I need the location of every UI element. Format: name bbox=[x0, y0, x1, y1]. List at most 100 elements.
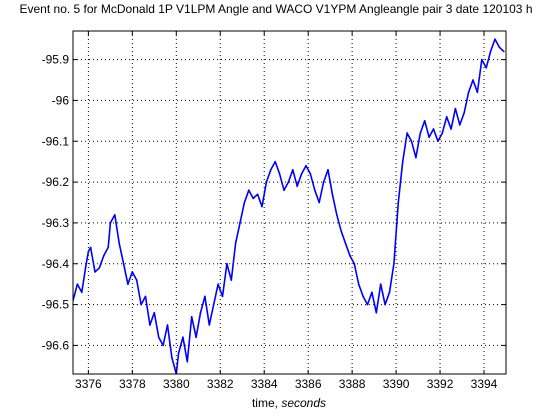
data-point bbox=[109, 222, 112, 224]
data-point bbox=[415, 156, 417, 159]
data-point bbox=[287, 181, 290, 183]
data-point bbox=[340, 230, 343, 232]
data-point bbox=[118, 242, 120, 245]
data-point bbox=[199, 311, 202, 314]
data-point bbox=[131, 271, 134, 273]
data-point bbox=[489, 50, 492, 53]
grid-lines bbox=[73, 31, 506, 374]
data-point bbox=[270, 169, 272, 171]
x-tick-label: 3392 bbox=[427, 377, 454, 391]
data-point bbox=[336, 214, 338, 216]
data-point bbox=[410, 140, 413, 142]
data-point bbox=[127, 283, 129, 286]
data-point bbox=[208, 324, 211, 326]
data-point bbox=[432, 128, 435, 130]
data-point bbox=[314, 189, 316, 191]
data-point bbox=[494, 38, 496, 40]
data-point bbox=[344, 242, 347, 245]
data-point bbox=[234, 242, 237, 245]
data-point bbox=[423, 120, 426, 122]
plot-frame bbox=[72, 30, 507, 375]
data-point bbox=[256, 193, 259, 196]
chart-title: Event no. 5 for McDonald 1P V1LPM Angle … bbox=[20, 2, 533, 16]
data-point bbox=[226, 263, 228, 265]
data-series bbox=[73, 38, 505, 374]
data-point bbox=[221, 295, 224, 298]
data-point bbox=[186, 360, 189, 363]
plot-area bbox=[73, 31, 506, 374]
data-point bbox=[357, 283, 360, 286]
data-point bbox=[230, 279, 233, 281]
data-point bbox=[379, 283, 382, 286]
data-point bbox=[459, 124, 461, 126]
data-point bbox=[87, 250, 90, 253]
data-point bbox=[331, 193, 334, 196]
x-tick-label: 3388 bbox=[339, 377, 366, 391]
data-point bbox=[114, 214, 116, 216]
x-tick-label: 3390 bbox=[383, 377, 410, 391]
data-point bbox=[182, 336, 184, 339]
x-tick-label: 3380 bbox=[163, 377, 190, 391]
data-point bbox=[397, 201, 400, 204]
x-tick-labels: 3376 3378 3380 3382 3384 3386 3388 3390 3392 3394 bbox=[75, 377, 498, 391]
data-point bbox=[204, 295, 206, 298]
data-point bbox=[467, 91, 470, 94]
x-axis-label-unit: seconds bbox=[281, 396, 326, 410]
y-tick-labels: -95.9 -96 -96.1 -96.2 -96.3 -96.4 -96.5 -96.6 bbox=[42, 53, 70, 353]
data-point bbox=[122, 263, 125, 265]
data-point bbox=[243, 201, 246, 204]
y-tick-label: -96.4 bbox=[42, 257, 70, 271]
data-point bbox=[171, 356, 173, 359]
data-point bbox=[94, 271, 96, 273]
data-point bbox=[353, 263, 356, 265]
data-point bbox=[252, 197, 254, 200]
y-tick-label: -95.9 bbox=[42, 53, 70, 67]
y-tick-label: -96.6 bbox=[42, 338, 70, 352]
data-point bbox=[149, 324, 151, 326]
data-point bbox=[503, 50, 505, 53]
data-point bbox=[300, 173, 303, 175]
data-point bbox=[454, 107, 457, 110]
data-point bbox=[393, 263, 395, 265]
x-tick-label: 3386 bbox=[295, 377, 322, 391]
data-point bbox=[89, 246, 92, 249]
data-point bbox=[384, 303, 386, 306]
data-point bbox=[98, 267, 101, 269]
data-point bbox=[195, 336, 197, 339]
x-tick-label: 3384 bbox=[251, 377, 278, 391]
x-axis-label: time, seconds bbox=[252, 396, 326, 410]
x-tick-label: 3382 bbox=[207, 377, 234, 391]
data-point bbox=[190, 316, 193, 318]
data-point bbox=[366, 303, 369, 306]
y-tick-label: -96 bbox=[52, 93, 70, 107]
data-point bbox=[371, 291, 373, 294]
x-tick-label: 3394 bbox=[471, 377, 498, 391]
data-point bbox=[81, 291, 83, 294]
data-point bbox=[248, 189, 250, 191]
x-tick-label: 3376 bbox=[75, 377, 102, 391]
data-point bbox=[498, 46, 501, 49]
data-point bbox=[144, 295, 147, 298]
data-point bbox=[463, 111, 466, 114]
data-point bbox=[261, 205, 263, 208]
data-point bbox=[265, 181, 268, 183]
data-point bbox=[103, 254, 105, 257]
data-point bbox=[481, 58, 483, 61]
data-point bbox=[212, 303, 215, 306]
data-point bbox=[309, 173, 312, 175]
data-point bbox=[485, 67, 488, 69]
y-tick-label: -96.1 bbox=[42, 134, 70, 148]
data-point bbox=[177, 352, 180, 355]
data-point bbox=[162, 344, 164, 347]
data-point bbox=[107, 246, 109, 249]
data-point bbox=[318, 201, 321, 204]
data-point bbox=[445, 116, 448, 118]
data-point bbox=[322, 181, 325, 183]
data-point bbox=[140, 303, 142, 306]
data-point bbox=[327, 169, 329, 171]
data-point bbox=[278, 173, 281, 175]
y-tick-label: -96.5 bbox=[42, 298, 70, 312]
data-point bbox=[406, 132, 408, 134]
data-point bbox=[217, 283, 219, 286]
